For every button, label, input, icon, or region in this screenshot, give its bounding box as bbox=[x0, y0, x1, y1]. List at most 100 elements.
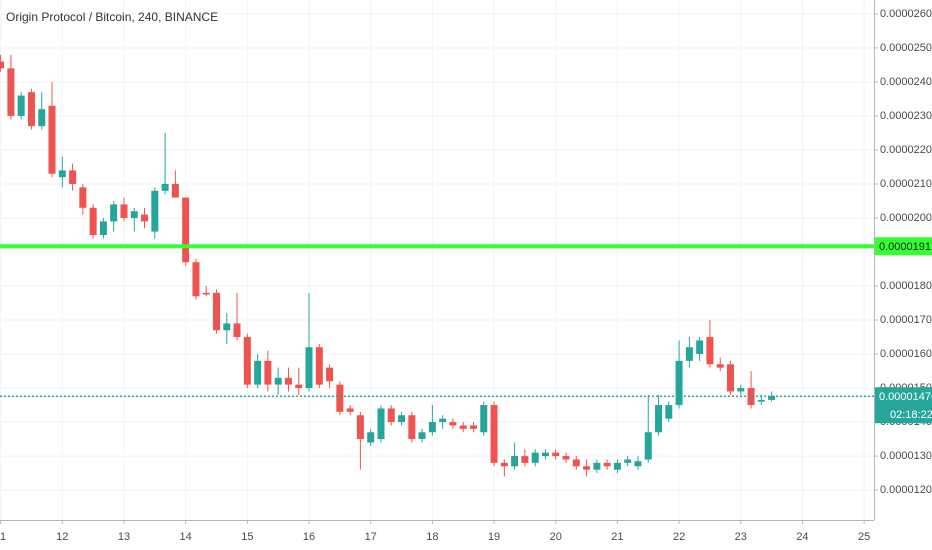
candle-body bbox=[470, 425, 478, 429]
x-tick-label: 23 bbox=[735, 531, 747, 543]
candle-body bbox=[336, 384, 344, 412]
candle-body bbox=[572, 459, 580, 467]
candle-body bbox=[120, 204, 128, 218]
x-tick-label: 24 bbox=[796, 531, 808, 543]
candle-body bbox=[356, 415, 364, 440]
level-label: 0.00001917 bbox=[879, 241, 932, 253]
candle-body bbox=[747, 388, 755, 406]
candle-body bbox=[593, 462, 601, 470]
x-tick-label: 14 bbox=[180, 531, 192, 543]
x-tick-label: 22 bbox=[673, 531, 685, 543]
x-tick-label: 25 bbox=[858, 531, 870, 543]
candle-body bbox=[696, 340, 704, 355]
candle-body bbox=[223, 323, 231, 331]
last-price-box bbox=[875, 387, 932, 424]
x-tick-label: 16 bbox=[303, 531, 315, 543]
x-tick-label: 21 bbox=[611, 531, 623, 543]
candle-body bbox=[500, 462, 508, 467]
candle-body bbox=[490, 405, 498, 463]
candle-body bbox=[521, 456, 529, 463]
candle-body bbox=[634, 461, 642, 467]
candle-body bbox=[726, 364, 734, 392]
candle-body bbox=[624, 459, 632, 463]
candle-body bbox=[305, 347, 313, 389]
candle-body bbox=[326, 367, 334, 382]
candle-body bbox=[737, 388, 745, 392]
candle-body bbox=[17, 95, 25, 116]
candle-body bbox=[192, 262, 200, 297]
candle-body bbox=[665, 405, 673, 419]
candle-body bbox=[295, 384, 303, 389]
candle-body bbox=[161, 183, 169, 191]
countdown: 02:18:22 bbox=[890, 409, 932, 421]
candle-body bbox=[428, 422, 436, 433]
x-tick-label: 15 bbox=[241, 531, 253, 543]
y-tick-label: 0.00002600 bbox=[880, 8, 932, 20]
candle-body bbox=[408, 415, 416, 440]
candle-body bbox=[418, 432, 426, 440]
candle-body bbox=[685, 347, 693, 361]
candle-body bbox=[284, 377, 292, 385]
chart-title: Origin Protocol / Bitcoin, 240, BINANCE bbox=[6, 10, 218, 24]
x-tick-label: 18 bbox=[426, 531, 438, 543]
candle-body bbox=[99, 221, 107, 236]
candle-body bbox=[27, 92, 35, 127]
candle-body bbox=[552, 452, 560, 457]
level-label-box bbox=[875, 237, 932, 256]
candle-body bbox=[182, 197, 190, 263]
candle-body bbox=[398, 415, 406, 423]
candle-body bbox=[141, 214, 149, 222]
candle-body bbox=[675, 360, 683, 406]
x-tick-label: 17 bbox=[365, 531, 377, 543]
candle-body bbox=[439, 418, 447, 423]
candles bbox=[0, 54, 776, 477]
candle-body bbox=[449, 422, 457, 426]
candle-body bbox=[459, 425, 467, 429]
candle-body bbox=[511, 456, 519, 467]
candle-body bbox=[346, 408, 354, 412]
candle-body bbox=[367, 432, 375, 443]
x-tick-label: 13 bbox=[118, 531, 130, 543]
candle-body bbox=[130, 211, 138, 218]
x-tick-label: 12 bbox=[56, 531, 68, 543]
candle-body bbox=[7, 68, 15, 116]
candle-body bbox=[706, 337, 714, 365]
candle-body bbox=[79, 187, 87, 208]
candle-body bbox=[583, 466, 591, 470]
x-tick-label: 20 bbox=[550, 531, 562, 543]
candle-body bbox=[264, 360, 272, 385]
last-price-label: 0.00001476 bbox=[879, 391, 932, 403]
candle-body bbox=[151, 190, 159, 232]
candle-body bbox=[243, 337, 251, 385]
candle-body bbox=[315, 347, 323, 385]
candle-body bbox=[171, 183, 179, 198]
candle-body bbox=[0, 61, 5, 69]
candle-body bbox=[644, 432, 652, 460]
candle-body bbox=[716, 364, 724, 368]
candle-body bbox=[48, 105, 56, 174]
candle-body bbox=[655, 405, 663, 433]
candle-body bbox=[541, 452, 549, 457]
candle-body bbox=[89, 207, 97, 236]
candle-body bbox=[613, 462, 621, 470]
candle-body bbox=[110, 204, 118, 222]
candle-body bbox=[212, 292, 220, 331]
candle-body bbox=[69, 170, 77, 184]
x-tick-label: 19 bbox=[488, 531, 500, 543]
x-tick-label: 1 bbox=[0, 531, 6, 543]
axes: 0.000012000.000013000.000014000.00001500… bbox=[0, 8, 932, 543]
candle-body bbox=[254, 360, 262, 385]
candle-body bbox=[274, 377, 282, 385]
overlay bbox=[0, 244, 874, 397]
candle-body bbox=[562, 456, 570, 460]
